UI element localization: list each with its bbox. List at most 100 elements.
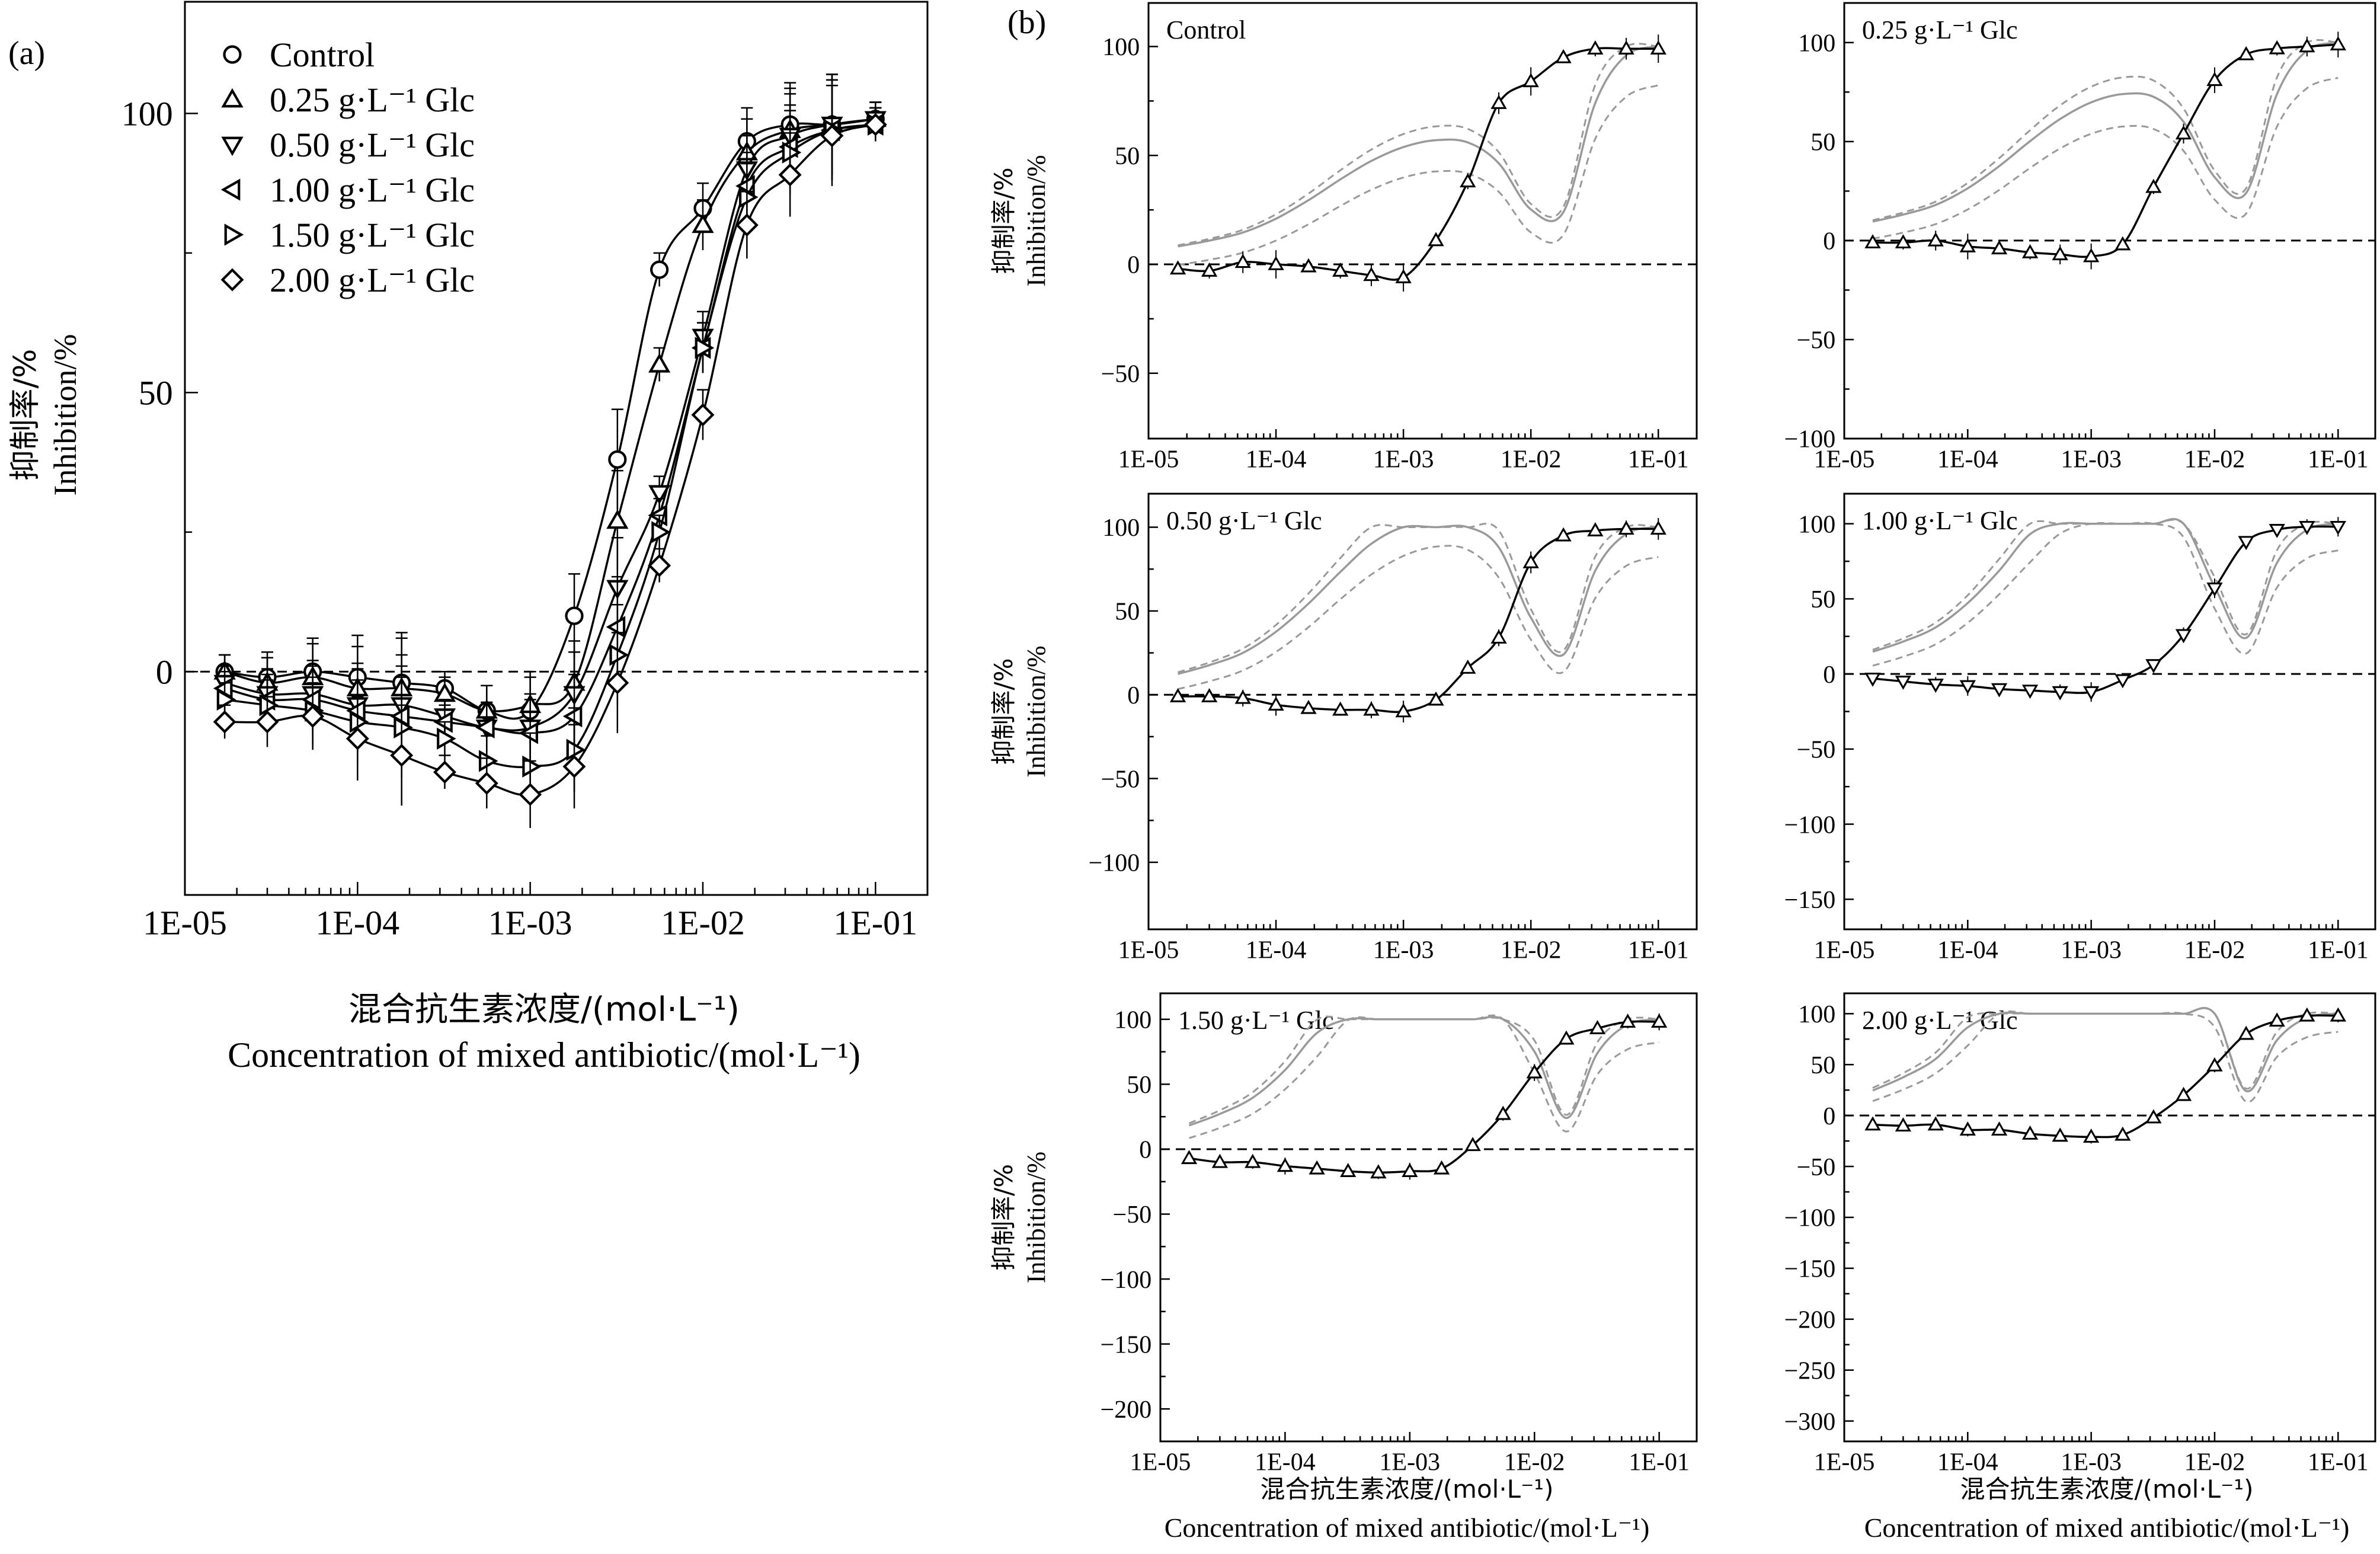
panel-b-subplot-y-tick-label: 50 <box>1810 586 1835 613</box>
panel-b-subplot-x-tick-label: 1E-03 <box>2061 1449 2122 1476</box>
panel-b-point <box>2269 1012 2285 1027</box>
panel-b-subplot-x-tick-label: 1E-03 <box>2061 446 2122 473</box>
panel-b-subplot-y-tick-label: 50 <box>1810 129 1835 156</box>
panel-a-point <box>259 694 279 717</box>
panel-b-subplot-x-tick-label: 1E-02 <box>2184 1449 2245 1476</box>
panel-a-legend-label: 0.25 g·L⁻¹ Glc <box>270 81 475 119</box>
panel-b-point <box>1618 40 1634 55</box>
panel-b-xlabel-cn-right: 混合抗生素浓度/(mol·L⁻¹) <box>1960 1475 2254 1504</box>
panel-b-predicted-band-lower <box>1872 522 2339 667</box>
panel-b-subplot-y-tick-label: −200 <box>1784 1307 1836 1334</box>
panel-b-subplot-y-tick-label: −100 <box>1089 850 1140 877</box>
panel-a-x-tick-label: 1E-05 <box>143 904 227 942</box>
panel-b-subplot-x-tick-label: 1E-05 <box>1130 1449 1191 1476</box>
panel-b-point <box>1555 527 1572 542</box>
panel-b-point <box>1300 258 1317 273</box>
panel-b-subplot-x-tick-label: 1E-04 <box>1937 1449 1998 1476</box>
panel-a-point <box>478 750 498 772</box>
panel-a-legend-marker <box>220 178 241 201</box>
panel-a-point <box>216 688 236 711</box>
panel-a-point <box>691 403 715 427</box>
panel-b-subplot-title: Control <box>1166 15 1246 44</box>
panel-b-point <box>1363 701 1380 716</box>
panel-b-point <box>1464 1137 1481 1152</box>
panel-b-subplot-x-tick-label: 1E-04 <box>1246 446 1307 473</box>
panel-b-point <box>2052 1127 2068 1142</box>
panel-b-point <box>1864 672 1881 687</box>
panel-b-point <box>1277 1157 1294 1172</box>
panel-b-subplot-y-tick-label: −150 <box>1784 887 1836 914</box>
panel-b-subplot-x-ticks <box>1843 920 2376 929</box>
panel-a-ylabel-en: Inhibition/% <box>47 334 83 496</box>
panel-b-subplot: 1E-05 1E-04 1E-03 1E-02 1E-01 −100 −50 0 50 100 0.… <box>1784 2 2376 473</box>
panel-b-point <box>1402 1163 1418 1177</box>
panel-b-subplot-x-tick-label: 1E-02 <box>1504 1449 1565 1476</box>
panel-b-subplot-x-ticks <box>1147 920 1698 929</box>
panel-b-point <box>1169 260 1186 275</box>
panel-b-point <box>2145 178 2162 193</box>
panel-b-point <box>2021 244 2039 258</box>
panel-b-point <box>2115 236 2131 251</box>
panel-b-subplot: 1E-05 1E-04 1E-03 1E-02 1E-01 −150 −100 −50 0 50 1… <box>1784 493 2376 964</box>
panel-b-point <box>1395 703 1412 718</box>
panel-b-point <box>1332 701 1349 716</box>
panel-a-y-ticks <box>185 113 198 673</box>
panel-b-subplot-x-tick-label: 1E-03 <box>1373 446 1434 473</box>
panel-b-subplot-y-tick-label: 100 <box>1102 514 1140 542</box>
panel-b-point <box>1650 40 1666 55</box>
panel-b-predicted-line <box>1188 1016 1659 1127</box>
panel-a-point <box>609 644 629 666</box>
panel-a-xlabel-cn: 混合抗生素浓度/(mol·L⁻¹) <box>348 990 740 1029</box>
panel-a-y-tick-label: 0 <box>156 653 173 692</box>
panel-b-point <box>1991 240 2008 255</box>
panel-a-point <box>437 727 456 750</box>
panel-b-subplot: 1E-05 1E-04 1E-03 1E-02 1E-01 −300 −250 −200 −15… <box>1784 992 2376 1476</box>
panel-b-predicted-line <box>1178 45 1659 248</box>
panel-b-ylabel-en: Inhibition/% <box>1022 155 1051 286</box>
panel-b-subplot-y-tick-label: 0 <box>1127 682 1140 709</box>
panel-b-point <box>2238 536 2254 551</box>
panel-b-xlabel-en-left: Concentration of mixed antibiotic/(mol·L… <box>1165 1513 1650 1543</box>
panel-b-point <box>1332 262 1349 277</box>
panel-b-observed-line <box>1872 1014 2339 1139</box>
panel-b-point <box>1460 173 1476 188</box>
panel-b-point <box>2330 36 2346 50</box>
panel-b-subplot-x-tick-label: 1E-04 <box>1255 1449 1316 1476</box>
panel-a-series <box>213 85 887 828</box>
panel-b-point <box>1864 1116 1881 1131</box>
panel-a-point <box>820 124 844 148</box>
panel-b-subplot-x-tick-label: 1E-01 <box>2308 446 2369 473</box>
panel-b-subplot-x-ticks <box>1843 429 2376 439</box>
panel-b-predicted-band-upper <box>1872 1007 2339 1090</box>
panel-b-predicted-band-upper <box>1178 43 1659 247</box>
panel-b-predicted-line <box>1872 518 2339 653</box>
panel-a-point <box>562 705 583 728</box>
panel-b-subplot-title: 0.25 g·L⁻¹ Glc <box>1862 15 2017 44</box>
panel-b-point <box>1589 1020 1606 1034</box>
panel-b-point <box>1927 1116 1944 1131</box>
panel-b-point <box>2299 520 2315 535</box>
panel-b-point <box>2330 1007 2346 1022</box>
panel-b-subplot-y-tick-label: −250 <box>1784 1357 1836 1384</box>
panel-b-subplot-x-tick-label: 1E-04 <box>1246 936 1307 964</box>
panel-b-point <box>1201 262 1218 277</box>
panel-b-point <box>2082 1128 2100 1143</box>
panel-b-point <box>2269 40 2285 55</box>
panel-b-point <box>1522 73 1539 88</box>
panel-a-point <box>475 716 495 739</box>
panel-b-point <box>2175 125 2192 140</box>
panel-a-point <box>606 671 629 695</box>
panel-b-point <box>1895 234 1912 249</box>
panel-b-point <box>1620 1013 1636 1028</box>
panel-b-subplot-frame <box>1843 992 2376 1443</box>
panel-a: 1E-05 1E-04 1E-03 1E-02 1E-01 0 50 100 Control 0.… <box>121 1 929 942</box>
panel-a-legend-label: 2.00 g·L⁻¹ Glc <box>270 261 475 299</box>
panel-b-subplot-x-tick-label: 1E-05 <box>1814 446 1875 473</box>
panel-b-subplot-title: 2.00 g·L⁻¹ Glc <box>1862 1006 2017 1035</box>
panel-b-subplot-x-tick-label: 1E-02 <box>1501 446 1562 473</box>
panel-b-subplot-y-tick-label: 0 <box>1823 1103 1835 1130</box>
panel-b-subplot-x-tick-label: 1E-02 <box>2184 446 2245 473</box>
panel-b-subplot-y-tick-label: 50 <box>1127 1072 1151 1099</box>
panel-b-point <box>2052 246 2068 261</box>
panel-b-point <box>1181 1150 1198 1165</box>
